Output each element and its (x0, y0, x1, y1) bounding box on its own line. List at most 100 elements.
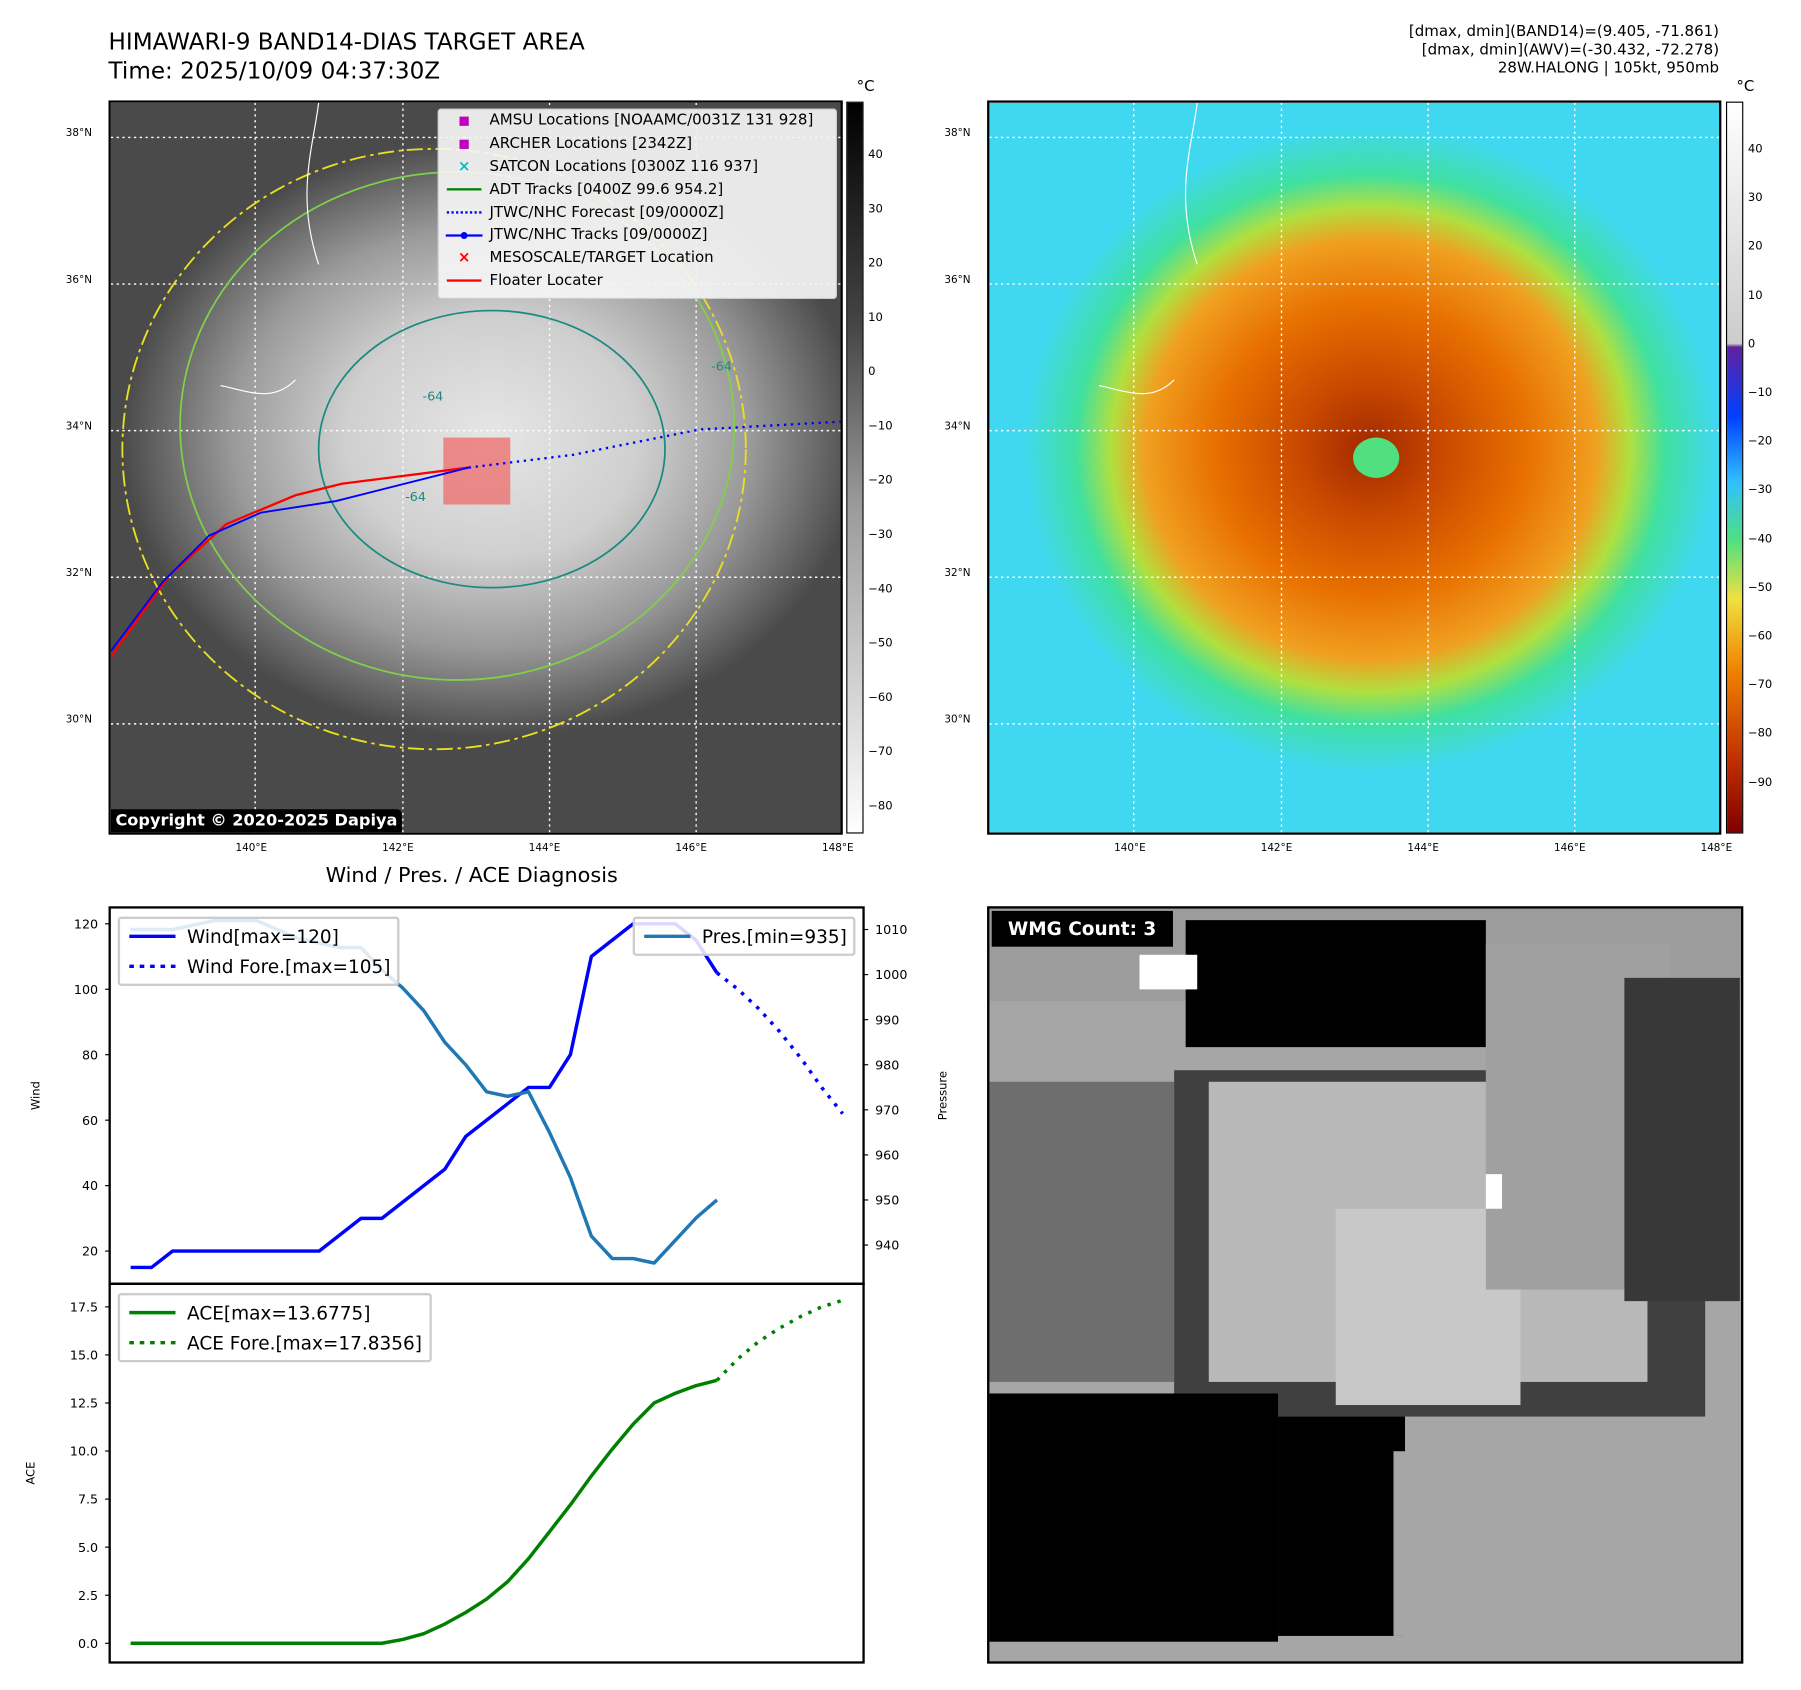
legend-label: Wind Fore.[max=105] (187, 955, 391, 978)
legend-label: SATCON Locations [0300Z 116 937] (489, 158, 759, 176)
awv-imagery (989, 102, 1720, 833)
legend-symbol-icon (439, 211, 490, 214)
lat-label: 30°N (944, 714, 971, 727)
y2-tick-label: 1010 (875, 922, 907, 937)
wind-axis-label: Wind (28, 1081, 42, 1110)
legend-label: JTWC/NHC Tracks [09/0000Z] (489, 226, 708, 245)
colorbar-tick: 30 (868, 203, 883, 216)
lat-label: 32°N (65, 568, 92, 580)
floater-track (110, 466, 469, 658)
lon-label: 144°E (1407, 842, 1439, 855)
colorbar-unit: °C (856, 78, 875, 96)
colorbar-tick: −50 (1747, 581, 1773, 595)
colorbar-tick: −40 (868, 583, 893, 596)
wind-line (130, 922, 719, 1270)
wmg-panel: WMG Count: 3 (987, 906, 1744, 1664)
legend-item: JTWC/NHC Forecast [09/0000Z] (439, 201, 836, 224)
legend-label: Pres.[min=935] (701, 925, 847, 948)
legend-symbol-icon: × (457, 158, 471, 176)
legend-label: AMSU Locations [NOAAMC/0031Z 131 928] (489, 112, 814, 130)
jtwc-forecast (468, 420, 841, 469)
awv-grid (989, 102, 1720, 833)
y2-tick-label: 950 (875, 1193, 899, 1208)
y2-tick-label: 960 (875, 1148, 899, 1163)
y-tick-label: 40 (82, 1178, 98, 1193)
ace-axis-label: ACE (24, 1462, 38, 1485)
legend-item: AMSU Locations [NOAAMC/0031Z 131 928] (439, 110, 836, 133)
legend-label: ACE[max=13.6775] (187, 1301, 371, 1324)
ace-forecast-line (715, 1298, 844, 1382)
colorbar-tick: 40 (1747, 143, 1763, 156)
lat-label: 38°N (944, 128, 971, 140)
legend-item: ADT Tracks [0400Z 99.6 954.2] (439, 178, 836, 201)
lon-label: 140°E (235, 842, 268, 855)
colorbar-tick: −50 (868, 637, 893, 650)
y2-tick-label: 1000 (875, 967, 907, 982)
coastline (220, 102, 320, 395)
wind-legend: Wind[max=120] Wind Fore.[max=105] (117, 916, 400, 986)
colorbar-unit: °C (1736, 78, 1755, 96)
lon-label: 148°E (1700, 842, 1733, 855)
y-tick-label: 12.5 (70, 1396, 98, 1411)
colorbar-tick: 30 (1747, 191, 1763, 205)
legend-item: ARCHER Locations [2342Z] (439, 133, 836, 156)
map-legend: AMSU Locations [NOAAMC/0031Z 131 928] ARC… (437, 108, 838, 300)
lon-label: 146°E (675, 842, 707, 855)
colorbar-tick: −60 (868, 691, 893, 705)
lon-label: 146°E (1553, 842, 1586, 855)
lat-label: 36°N (944, 274, 971, 287)
copyright: Copyright © 2020-2025 Dapiya (110, 809, 403, 833)
legend-symbol-icon (439, 116, 490, 126)
title-text: HIMAWARI-9 BAND14-DIAS TARGET AREA (108, 27, 585, 56)
lat-label: 34°N (944, 421, 971, 433)
lat-label: 32°N (944, 568, 971, 580)
lat-label: 38°N (65, 128, 92, 140)
colorbar-tick: −40 (1747, 532, 1773, 546)
legend-symbol-icon (439, 139, 490, 149)
lon-label: 144°E (528, 842, 561, 855)
ace-plot-frame (108, 1282, 865, 1664)
ir-colorbar (846, 101, 864, 834)
legend-item: × MESOSCALE/TARGET Location (439, 247, 836, 270)
pressure-legend: Pres.[min=935] (632, 916, 857, 956)
jtwc-track (110, 466, 469, 652)
contour-label: -64 (405, 489, 426, 504)
lat-label: 34°N (65, 421, 92, 433)
ace-line (130, 1378, 718, 1645)
band14-range: [dmax, dmin](BAND14)=(9.405, -71.861) (1408, 23, 1720, 41)
y-tick-label: 20 (82, 1244, 98, 1259)
legend-item: × SATCON Locations [0300Z 116 937] (439, 155, 836, 178)
legend-label: JTWC/NHC Forecast [09/0000Z] (489, 203, 724, 222)
awv-map-panel (987, 100, 1722, 835)
chart-title: Wind / Pres. / ACE Diagnosis (325, 863, 618, 888)
legend-symbol-icon (439, 279, 490, 283)
lat-label: 36°N (65, 274, 92, 287)
ir-map-panel: -64 -64 -64 AMSU Locations [NOAAMC/0031Z… (108, 100, 843, 835)
legend-symbol-icon (439, 188, 490, 191)
contour (317, 309, 666, 589)
storm-eye (1353, 437, 1400, 478)
y-tick-label: 0.0 (78, 1636, 98, 1651)
y-tick-label: 100 (74, 982, 98, 997)
colorbar-tick: −20 (868, 474, 893, 488)
stats-info: [dmax, dmin](BAND14)=(9.405, -71.861) [d… (1409, 23, 1719, 78)
y-tick-label: 60 (82, 1113, 98, 1128)
y-tick-label: 7.5 (78, 1492, 98, 1507)
legend-label: Wind[max=120] (187, 925, 339, 948)
legend-label: Floater Locater (489, 272, 603, 290)
ace-legend: ACE[max=13.6775] ACE Fore.[max=17.8356] (117, 1293, 432, 1363)
awv-colorbar (1725, 101, 1744, 834)
y-tick-label: 2.5 (78, 1588, 98, 1603)
y-tick-label: 10.0 (70, 1444, 98, 1459)
colorbar-tick: −10 (868, 420, 893, 433)
colorbar-tick: 20 (1747, 240, 1763, 254)
colorbar-tick: 10 (868, 311, 883, 325)
y-tick-label: 80 (82, 1047, 98, 1062)
lat-label: 30°N (65, 714, 92, 727)
contour-label: -64 (423, 389, 444, 404)
legend-label: MESOSCALE/TARGET Location (489, 249, 714, 267)
wmg-imagery (989, 908, 1741, 1642)
lon-label: 142°E (382, 842, 414, 855)
y2-tick-label: 970 (875, 1102, 899, 1117)
wind-forecast-line (715, 971, 844, 1115)
